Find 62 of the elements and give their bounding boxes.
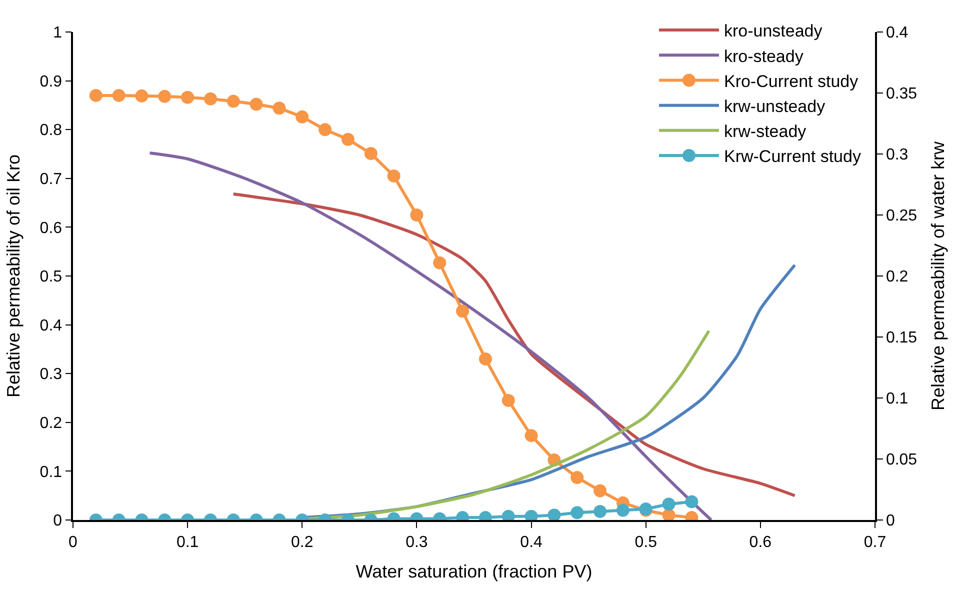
legend-label: krw-unsteady: [724, 96, 826, 116]
point: [112, 88, 126, 102]
point: [296, 110, 309, 124]
x-tick-label: 0.6: [749, 534, 772, 551]
point: [594, 484, 607, 498]
point: [456, 304, 470, 318]
point: [570, 471, 584, 484]
legend-label: kro-unsteady: [724, 22, 823, 41]
point: [410, 208, 424, 222]
line-series: [148, 152, 713, 520]
point: [89, 88, 102, 102]
y-tick-label: 1: [53, 24, 62, 42]
legend-label: Kro-Current study: [724, 72, 859, 91]
y2-tick-label: 0.05: [886, 452, 918, 469]
point: [502, 394, 515, 407]
y2-tick-label: 0.25: [886, 208, 918, 225]
y-tick-label: 0: [53, 512, 62, 530]
point: [387, 169, 400, 182]
y2-tick-label: 0.4: [886, 24, 908, 42]
y2-tick-label: 0: [886, 512, 895, 530]
point: [318, 123, 332, 136]
y-tick-label: 0.7: [40, 171, 62, 188]
point: [135, 89, 148, 102]
point: [478, 352, 492, 366]
x-axis-title: Water saturation (fraction PV): [356, 562, 592, 582]
legend-label: kro-steady: [724, 46, 804, 66]
point: [341, 132, 354, 146]
point: [181, 90, 194, 104]
y-tick-label: 0.2: [40, 415, 62, 432]
x-tick-label: 0.4: [520, 534, 543, 551]
y-tick-label: 0.9: [40, 73, 62, 90]
x-tick-label: 0.1: [176, 534, 199, 551]
y-tick-label: 0.8: [40, 122, 62, 140]
point: [204, 92, 217, 106]
line-series: [232, 192, 796, 498]
point: [524, 429, 538, 442]
y-tick-label: 0.1: [40, 464, 62, 481]
y-tick-label: 0.4: [40, 317, 62, 334]
point: [250, 98, 263, 111]
x-tick-label: 0: [68, 534, 78, 551]
point: [662, 508, 676, 520]
point: [364, 147, 378, 160]
y2-axis-title: Relative permeability of water krw: [928, 140, 948, 411]
y-tick-label: 0.6: [40, 220, 62, 237]
point: [226, 94, 240, 108]
y-axis-title: Relative permeability of oil Kro: [4, 154, 24, 398]
y-tick-label: 0.5: [40, 268, 62, 286]
legend-label: Krw-Current study: [724, 147, 862, 166]
y-tick-label: 0.3: [40, 366, 62, 384]
legend-label: krw-steady: [724, 122, 807, 142]
x-tick-label: 0.3: [406, 534, 428, 551]
x-tick-label: 0.2: [291, 534, 314, 551]
y2-tick-label: 0.35: [886, 86, 918, 103]
point: [272, 102, 286, 115]
point: [433, 256, 446, 270]
point: [158, 90, 172, 103]
x-tick-label: 0.7: [864, 534, 886, 551]
y2-tick-label: 0.1: [886, 390, 908, 408]
y2-tick-label: 0.15: [886, 330, 918, 347]
x-tick-label: 0.5: [634, 534, 658, 551]
y2-tick-label: 0.2: [886, 268, 908, 286]
y2-tick-label: 0.3: [886, 146, 908, 164]
